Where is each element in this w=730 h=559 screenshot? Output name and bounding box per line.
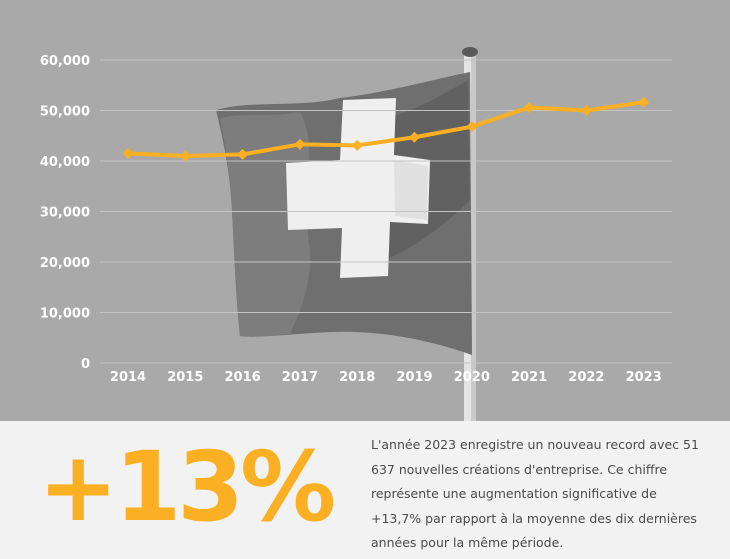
gridlines bbox=[100, 59, 672, 364]
y-tick-label: 20,000 bbox=[40, 256, 90, 271]
data-point bbox=[294, 138, 306, 150]
data-point bbox=[580, 105, 592, 116]
stat-description: L'année 2023 enregistre un nouveau recor… bbox=[371, 437, 699, 550]
x-tick-label: 2018 bbox=[339, 370, 375, 385]
x-axis: 2014 2015 2016 2017 2018 2019 2020 2021 2022 2023 bbox=[110, 370, 662, 385]
y-tick-label: 0 bbox=[81, 357, 90, 372]
flag-photo-background bbox=[216, 47, 478, 421]
data-point bbox=[523, 101, 535, 113]
headline-stat: +13% bbox=[38, 431, 336, 543]
y-tick-label: 60,000 bbox=[40, 54, 90, 69]
x-tick-label: 2019 bbox=[396, 370, 432, 385]
x-tick-label: 2022 bbox=[568, 370, 604, 385]
x-tick-label: 2017 bbox=[282, 370, 318, 385]
data-point bbox=[638, 96, 650, 108]
x-tick-label: 2015 bbox=[167, 370, 203, 385]
y-axis: 0 10,000 20,000 30,000 40,000 50,000 60,000 bbox=[40, 54, 90, 372]
data-point bbox=[122, 147, 134, 159]
series-line bbox=[126, 100, 646, 158]
line-chart: 0 10,000 20,000 30,000 40,000 50,000 60,000 20… bbox=[40, 47, 672, 421]
y-tick-label: 50,000 bbox=[40, 105, 90, 120]
x-tick-label: 2014 bbox=[110, 370, 146, 385]
y-tick-label: 40,000 bbox=[40, 155, 90, 170]
y-tick-label: 30,000 bbox=[40, 206, 90, 221]
y-tick-label: 10,000 bbox=[40, 307, 90, 322]
x-tick-label: 2023 bbox=[626, 370, 662, 385]
x-tick-label: 2020 bbox=[454, 370, 490, 385]
data-point bbox=[409, 131, 420, 143]
x-tick-label: 2016 bbox=[225, 370, 261, 385]
data-point bbox=[466, 121, 478, 133]
data-point bbox=[351, 139, 363, 151]
data-point bbox=[237, 148, 249, 160]
chart-panel: 0 10,000 20,000 30,000 40,000 50,000 60,000 20… bbox=[0, 0, 730, 421]
stat-panel: +13% L'année 2023 enregistre un nouveau … bbox=[0, 421, 730, 559]
x-tick-label: 2021 bbox=[511, 370, 547, 385]
data-point bbox=[179, 150, 191, 162]
series-layer bbox=[122, 96, 650, 162]
